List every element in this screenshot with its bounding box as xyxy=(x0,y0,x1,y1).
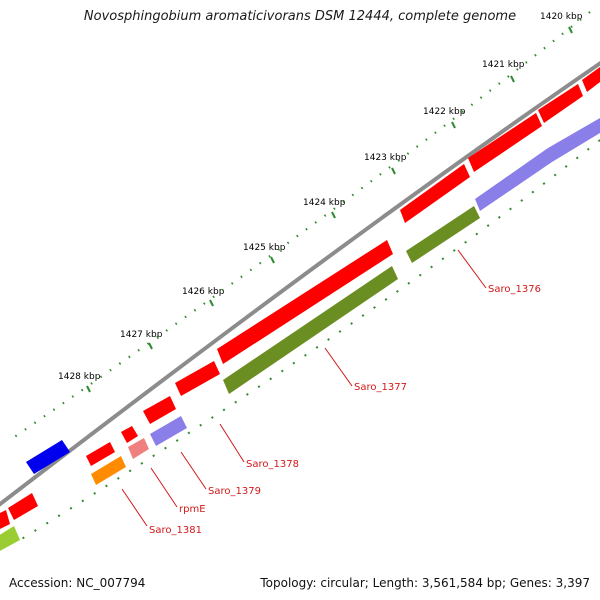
gene-block xyxy=(121,426,138,443)
kbp-label: 1424 kbp xyxy=(303,198,346,208)
major-tick xyxy=(86,385,91,393)
gene-label-rpme: rpmE xyxy=(179,504,206,515)
gene-label-saro-1378: Saro_1378 xyxy=(246,459,299,470)
tick-track: 1420 kbp 1421 kbp 1422 kbp 1423 kbp 1424… xyxy=(9,11,591,441)
leader-line xyxy=(150,467,178,508)
gene-label-saro-1379: Saro_1379 xyxy=(208,486,261,497)
kbp-label: 1422 kbp xyxy=(423,107,466,117)
kbp-label: 1426 kbp xyxy=(182,287,225,297)
leader-line xyxy=(121,488,148,527)
gene-block xyxy=(175,361,220,396)
gene-block xyxy=(400,164,470,223)
gene-label-saro-1377: Saro_1377 xyxy=(354,382,407,393)
gene-block xyxy=(143,396,176,424)
kbp-label: 1427 kbp xyxy=(120,330,163,340)
major-tick xyxy=(510,75,515,83)
leader-line xyxy=(219,423,245,463)
gene-block xyxy=(406,206,480,263)
major-tick xyxy=(391,167,396,175)
kbp-label: 1423 kbp xyxy=(364,153,407,163)
leader-line xyxy=(457,249,487,289)
gene-block xyxy=(468,113,542,172)
leader-line xyxy=(324,347,353,387)
gene-block xyxy=(217,240,393,364)
gene-block xyxy=(538,84,583,123)
map-title: Novosphingobium aromaticivorans DSM 1244… xyxy=(83,9,517,24)
gene-block xyxy=(582,67,600,92)
gene-block xyxy=(150,416,187,446)
forward-strand-cds xyxy=(0,67,600,529)
gene-block xyxy=(26,440,70,474)
major-tick xyxy=(270,256,275,264)
major-tick xyxy=(331,211,336,219)
gene-label-saro-1381: Saro_1381 xyxy=(149,525,202,536)
kbp-label: 1421 kbp xyxy=(482,60,525,70)
kbp-label: 1425 kbp xyxy=(243,243,286,253)
kbp-label: 1420 kbp xyxy=(540,12,583,22)
major-tick xyxy=(568,26,573,34)
major-tick xyxy=(148,342,153,350)
kbp-label: 1428 kbp xyxy=(58,372,101,382)
major-tick xyxy=(451,121,456,129)
leader-line xyxy=(180,451,207,490)
gene-block xyxy=(8,493,38,520)
genome-summary-text: Topology: circular; Length: 3,561,584 bp… xyxy=(260,576,590,590)
gene-block xyxy=(86,442,115,466)
gene-block xyxy=(0,526,20,551)
gene-block xyxy=(0,510,10,529)
gene-label-saro-1376: Saro_1376 xyxy=(488,284,541,295)
accession-text: Accession: NC_007794 xyxy=(9,576,146,590)
gene-block xyxy=(128,438,149,459)
gene-block xyxy=(223,266,398,394)
gene-labels: Saro_1376 Saro_1377 Saro_1378 Saro_1379 … xyxy=(121,249,541,536)
gene-block xyxy=(475,118,600,211)
gene-block xyxy=(91,456,126,485)
major-tick xyxy=(209,299,214,307)
genome-backbone xyxy=(0,60,600,507)
